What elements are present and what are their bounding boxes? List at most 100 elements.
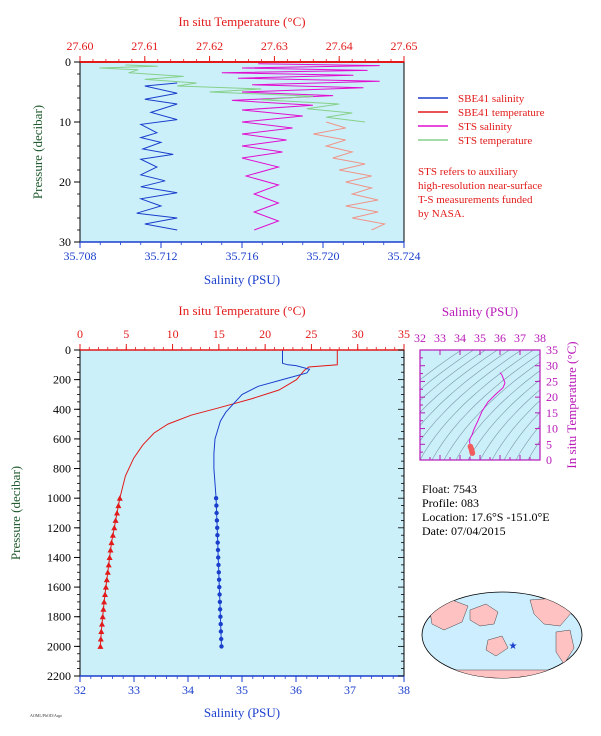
ts-right-tick-label: 20 [546, 390, 558, 404]
top-tick-label: 27.62 [196, 39, 223, 53]
surface-salinity-axis-title: Salinity (PSU) [204, 272, 280, 287]
density-contour [467, 379, 540, 460]
salinity-marker [217, 584, 222, 590]
legend-label: STS temperature [458, 135, 532, 147]
ts-top-tick-label: 32 [414, 331, 426, 345]
landmass-antarctica [449, 669, 561, 678]
deep-axes: 0 5 10 15 20 25 30 35 32 33 34 35 36 37 38 0 200 400 600 80… [47, 327, 410, 697]
left-tick-label: 20 [59, 175, 71, 189]
ts-top-tick-label: 34 [454, 331, 466, 345]
salinity-marker [216, 577, 222, 582]
temperature-marker [105, 561, 112, 568]
legend-label: STS salinity [458, 121, 513, 133]
ts-right-tick-label: 30 [546, 359, 558, 373]
left-tick-label: 800 [53, 462, 71, 476]
left-tick-label: 0 [65, 343, 71, 357]
density-contour [420, 350, 510, 426]
landmass-asia [469, 603, 499, 627]
salinity-marker [214, 518, 220, 523]
legend-label: SBE41 salinity [458, 93, 525, 105]
top-tick-label: 27.65 [391, 39, 418, 53]
surface-series-2 [221, 63, 380, 231]
temperature-marker [103, 576, 110, 583]
deep-profile-chart: 0 5 10 15 20 25 30 35 32 33 34 35 36 37 38 0 200 400 600 80… [8, 303, 410, 720]
bottom-tick-label: 35.708 [64, 249, 97, 263]
deep-salinity-axis-title: Salinity (PSU) [204, 705, 280, 720]
density-contour [420, 350, 462, 381]
ts-right-tick-label: 25 [546, 374, 558, 388]
top-tick-label: 5 [123, 327, 129, 341]
temperature-marker [98, 628, 105, 634]
left-tick-label: 1400 [47, 550, 71, 564]
ts-top-tick-label: 36 [494, 331, 506, 345]
bottom-tick-label: 35.716 [226, 249, 259, 263]
top-tick-label: 30 [352, 327, 364, 341]
ts-deep-point [469, 450, 476, 456]
density-contour [431, 353, 540, 460]
salinity-marker [217, 607, 223, 612]
temperature-marker [106, 554, 113, 560]
salinity-marker [216, 570, 221, 575]
temperature-marker [116, 495, 123, 501]
sts-note: STS refers to auxiliary high-resolution n… [418, 166, 542, 220]
left-tick-label: 0 [65, 55, 71, 69]
temperature-marker [100, 606, 107, 612]
density-contour [455, 370, 540, 460]
ts-right-tick-label: 15 [546, 406, 558, 420]
world-map: ★ [421, 591, 583, 679]
bottom-tick-label: 34 [182, 683, 194, 697]
salinity-marker [219, 644, 224, 649]
surface-profile-chart: 27.60 27.61 27.62 27.63 27.64 27.65 35.708 35.7… [30, 14, 421, 287]
profile-number: Profile: 083 [422, 496, 479, 510]
footer-credit: AOML/PhOD/Argo [30, 713, 62, 718]
top-tick-label: 27.61 [131, 39, 158, 53]
ts-salinity-axis-title: Salinity (PSU) [442, 304, 518, 319]
salinity-marker [216, 555, 221, 560]
ts-right-tick-label: 35 [546, 343, 558, 357]
float-id: Float: 7543 [422, 482, 478, 496]
temperature-marker [99, 621, 105, 627]
left-tick-label: 30 [59, 235, 71, 249]
note-line: STS refers to auxiliary [418, 166, 518, 178]
surface-axes: 27.60 27.61 27.62 27.63 27.64 27.65 35.708 35.7… [59, 39, 421, 263]
left-tick-label: 10 [59, 115, 71, 129]
bottom-tick-label: 32 [74, 683, 86, 697]
salinity-marker [217, 599, 223, 605]
left-tick-label: 200 [53, 373, 71, 387]
bottom-tick-label: 35.724 [388, 249, 421, 263]
left-tick-label: 2000 [47, 639, 71, 653]
left-tick-label: 1000 [47, 491, 71, 505]
ts-temperature-axis-title: In situ Temperature (°C) [564, 341, 579, 468]
bottom-tick-label: 38 [398, 683, 410, 697]
salinity-marker [217, 592, 222, 597]
surface-temperature-axis-title: In situ Temperature (°C) [178, 14, 305, 29]
bottom-tick-label: 37 [344, 683, 356, 697]
temperature-marker [115, 502, 122, 509]
temperature-marker [108, 539, 115, 546]
surface-pressure-axis-title: Pressure (decibar) [30, 105, 45, 199]
salinity-marker [218, 629, 224, 634]
surface-series-0 [136, 82, 178, 231]
surface-plot-area [80, 62, 404, 242]
temperature-marker [97, 643, 104, 649]
temperature-marker [102, 584, 109, 590]
density-contour [420, 350, 522, 442]
left-tick-label: 600 [53, 432, 71, 446]
landmass-south-america [555, 629, 575, 665]
density-contour [503, 411, 540, 460]
surface-series-4 [313, 121, 387, 231]
deep-plot-area [80, 350, 404, 676]
salinity-marker [218, 614, 223, 619]
ts-right-tick-label: 0 [546, 453, 552, 467]
temperature-marker [101, 598, 108, 605]
bottom-tick-label: 36 [290, 683, 302, 697]
density-contour [479, 389, 540, 460]
top-tick-label: 15 [213, 327, 225, 341]
surface-series-3 [99, 64, 366, 123]
salinity-marker [215, 533, 220, 538]
salinity-marker [216, 562, 221, 568]
deep-series-group [97, 350, 338, 649]
temperature-marker [109, 532, 116, 538]
salinity-marker [214, 510, 219, 516]
